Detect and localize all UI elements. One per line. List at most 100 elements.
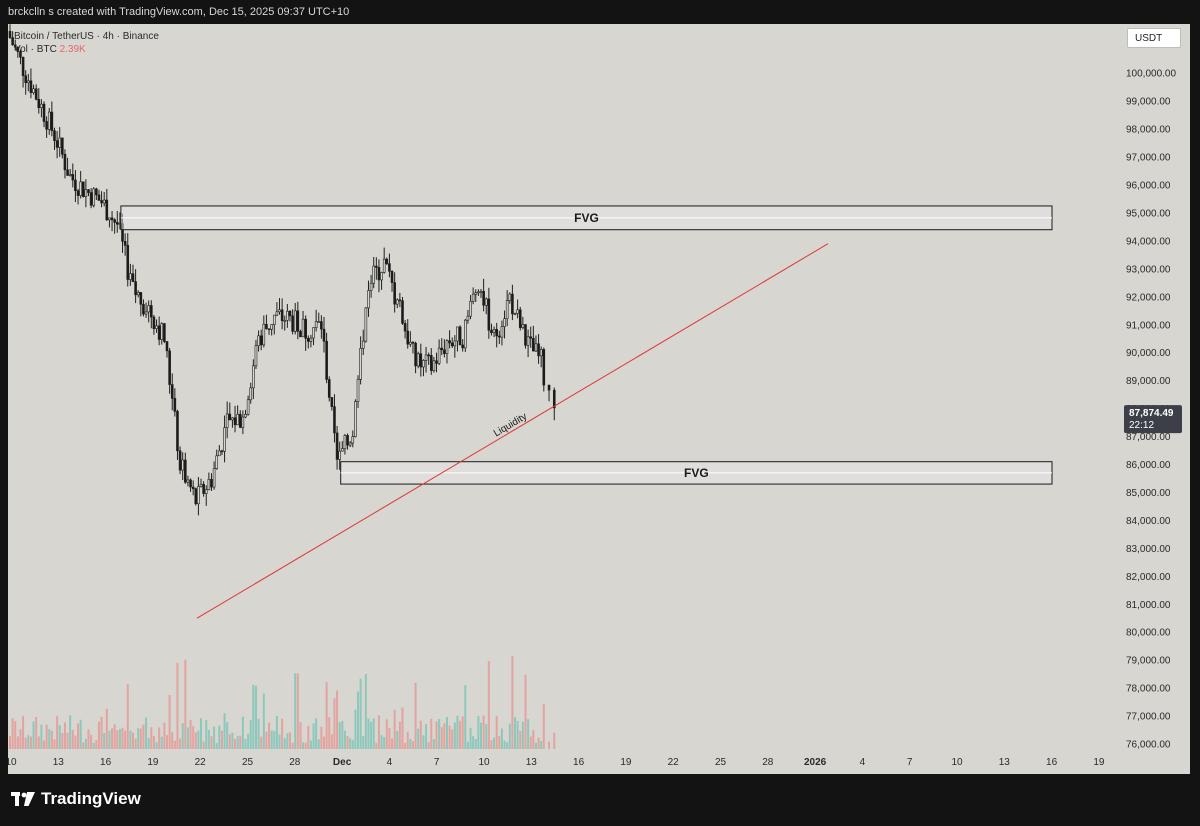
volume-bar [398, 721, 401, 749]
volume-bar [147, 738, 150, 749]
candle-body [113, 219, 116, 223]
candle-body [173, 398, 177, 412]
candle-body [388, 263, 391, 272]
volume-bar [409, 738, 412, 749]
candle-body [228, 413, 232, 421]
candle-body [453, 340, 457, 347]
candle-body [189, 479, 192, 488]
candle-body [524, 324, 527, 346]
volume-bar [367, 718, 370, 749]
volume-bar [32, 721, 35, 749]
candle-body [215, 455, 219, 469]
volume-bar [9, 736, 11, 749]
bar-countdown: 22:12 [1129, 420, 1154, 431]
volume-bar [391, 738, 394, 749]
price-tick-label: 84,000.00 [1126, 516, 1171, 527]
fvg-zone[interactable]: FVG [340, 461, 1053, 485]
symbol-info[interactable]: Bitcoin / TetherUS · 4h · Binance [14, 31, 159, 42]
time-tick-label: 10 [951, 757, 963, 768]
volume-bar [111, 728, 114, 749]
currency-selector-button[interactable]: USDT [1127, 28, 1181, 48]
volume-bar [189, 719, 192, 749]
volume-bar [377, 715, 380, 749]
volume-bar [79, 719, 82, 749]
last-price-value: 87,874.49 [1129, 408, 1174, 419]
volume-bar [459, 720, 462, 749]
candle-body [359, 348, 362, 380]
candle-body [34, 88, 38, 100]
candle-body [364, 307, 368, 342]
volume-bar [336, 690, 339, 749]
volume-bar [11, 718, 14, 749]
volume-bar [129, 730, 132, 749]
volume-bar [393, 709, 396, 749]
volume-bar [375, 742, 378, 749]
footer [0, 774, 1200, 826]
volume-bars [9, 656, 556, 749]
candle-body [427, 354, 430, 357]
candle-body [204, 489, 208, 494]
volume-bar [480, 722, 482, 749]
volume-bar [482, 715, 485, 749]
volume-bar [477, 716, 480, 749]
price-tick-label: 80,000.00 [1126, 628, 1171, 639]
volume-bar [27, 735, 30, 749]
volume-bar [278, 734, 281, 749]
volume-bar [503, 740, 506, 749]
time-tick-label: 28 [762, 757, 774, 768]
volume-bar [404, 742, 407, 749]
candle-body [254, 345, 258, 367]
candle-body [477, 291, 480, 294]
candle-body [283, 320, 287, 322]
price-chart[interactable]: FVG FVG Liquidity 100,000.00 99,000.00 98,0… [8, 24, 1190, 774]
candle-body [367, 290, 370, 309]
volume-bar [516, 720, 519, 749]
volume-bar [56, 715, 59, 749]
candle-body [327, 379, 331, 398]
volume-bar [205, 720, 208, 749]
volume-bar [108, 730, 111, 749]
candle-body [81, 181, 85, 197]
volume-bar [325, 682, 328, 749]
price-tick-label: 77,000.00 [1126, 712, 1171, 723]
candle-body [293, 310, 297, 332]
candle-body [160, 323, 164, 340]
volume-bar [155, 742, 158, 749]
volume-bar [493, 737, 496, 749]
candle-body [184, 459, 187, 483]
volume-bar [176, 662, 179, 749]
candle-body [498, 335, 501, 338]
fvg-zone[interactable]: FVG [120, 205, 1053, 231]
volume-bar [519, 731, 522, 749]
candle-body [511, 293, 514, 315]
volume-bar [385, 719, 388, 749]
candle-body [8, 30, 12, 38]
volume-bar [223, 713, 226, 749]
candle-body [265, 323, 268, 330]
candle-body [252, 365, 255, 389]
volume-bar [186, 727, 189, 749]
volume-bar [152, 735, 155, 749]
candle-body [437, 347, 441, 364]
price-tick-label: 81,000.00 [1126, 600, 1171, 611]
time-axis[interactable]: 10 13 16 19 22 25 28 Dec 4 7 10 13 16 19 22 25 28 2026 4 7 1… [8, 757, 1105, 768]
volume-bar [328, 717, 331, 749]
price-tick-label: 78,000.00 [1126, 684, 1171, 695]
candle-body [92, 188, 96, 206]
price-tick-label: 100,000.00 [1126, 69, 1176, 80]
volume-bar [134, 738, 137, 749]
candle-body [233, 417, 237, 426]
fvg-zones: FVG FVG [120, 205, 1053, 485]
price-axis[interactable]: 100,000.00 99,000.00 98,000.00 97,000.00 96,… [1124, 69, 1182, 751]
volume-bar [307, 725, 310, 749]
volume-bar [487, 661, 490, 749]
volume-bar [210, 736, 213, 749]
volume-bar [281, 718, 284, 749]
candle-body [492, 329, 496, 334]
liquidity-trendline[interactable] [196, 243, 829, 619]
candle-body [108, 217, 111, 221]
volume-bar [87, 729, 90, 749]
volume-bar [542, 704, 545, 749]
chart-pane[interactable]: FVG FVG Liquidity 100,000.00 99,000.00 98,0… [8, 24, 1190, 774]
candle-body [435, 360, 438, 364]
